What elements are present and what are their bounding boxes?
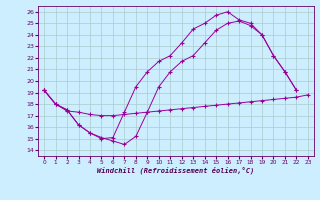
X-axis label: Windchill (Refroidissement éolien,°C): Windchill (Refroidissement éolien,°C) [97, 167, 255, 174]
